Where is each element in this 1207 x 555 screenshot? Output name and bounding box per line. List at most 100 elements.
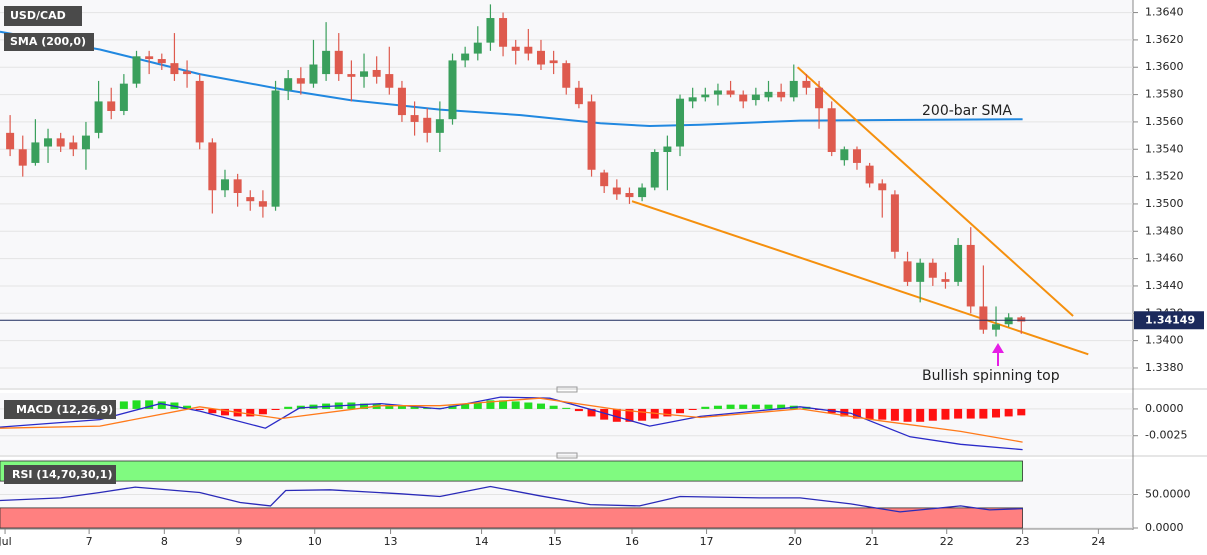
histogram-bar (600, 408, 609, 420)
candle-body (461, 53, 470, 61)
histogram-bar (360, 403, 369, 409)
histogram-bar (941, 408, 950, 420)
histogram-bar (726, 404, 735, 409)
histogram-bar (713, 405, 722, 409)
candle-body (676, 98, 685, 147)
histogram-bar (486, 400, 495, 409)
candle-body (713, 90, 722, 95)
resize-handle[interactable] (556, 452, 578, 459)
histogram-bar (157, 401, 166, 409)
candle-body (966, 244, 975, 307)
histogram-bar (410, 406, 419, 409)
y-tick-label: 1.3440 (1145, 279, 1184, 292)
histogram-bar (966, 408, 975, 419)
histogram-bar (448, 405, 457, 409)
y-tick-label: 1.3600 (1145, 60, 1184, 73)
histogram-bar (890, 408, 899, 421)
histogram-bar (271, 408, 280, 410)
histogram-bar (701, 406, 710, 409)
resize-handle[interactable] (556, 386, 578, 393)
histogram-bar (751, 404, 760, 409)
candle-body (903, 261, 912, 282)
macd-line (0, 396, 1023, 451)
y-tick-label: 1.3380 (1145, 361, 1184, 374)
x-tick-label: 20 (788, 535, 802, 548)
histogram-bar (587, 408, 596, 417)
y-tick-label: 0.0000 (1145, 521, 1184, 534)
annotation: 200-bar SMA (922, 103, 1012, 119)
candle-body (499, 18, 508, 47)
candle-body (751, 94, 760, 101)
candle-body (852, 149, 861, 163)
candle-body (94, 101, 103, 133)
candle-body (448, 60, 457, 120)
annotation: Bullish spinning top (922, 368, 1060, 384)
rsi-band (0, 507, 1023, 529)
candle-body (423, 117, 432, 133)
candle-body (44, 138, 53, 147)
candle-body (802, 80, 811, 88)
candle-body (928, 262, 937, 278)
x-tick-label: 7 (86, 535, 93, 548)
candle-body (334, 50, 343, 75)
price-panel (0, 0, 1133, 388)
y-tick-label: 1.3640 (1145, 6, 1184, 19)
histogram-bar (688, 408, 697, 410)
histogram-bar (676, 408, 685, 414)
candle-body (170, 63, 179, 75)
candle-body (954, 244, 963, 282)
last-price-label: 1.34149 (1145, 313, 1195, 326)
histogram-bar (195, 408, 204, 410)
candle-body (1004, 317, 1013, 325)
candle-body (815, 87, 824, 109)
candle-body (296, 78, 305, 84)
candle-body (183, 71, 192, 75)
candle-body (612, 187, 621, 195)
histogram-bar (865, 408, 874, 420)
candle-body (663, 146, 672, 152)
title-box (4, 6, 82, 26)
histogram-bar (536, 403, 545, 409)
histogram-bar (663, 408, 672, 417)
macd-line (0, 397, 1023, 443)
y-tick-label: 1.3400 (1145, 334, 1184, 347)
candle-body (18, 149, 27, 166)
histogram-bar (258, 408, 267, 415)
candle-body (992, 324, 1001, 330)
x-tick-label: 10 (308, 535, 322, 548)
candle-body (764, 91, 773, 98)
candle-body (739, 94, 748, 102)
candle-body (865, 165, 874, 184)
histogram-bar (208, 408, 217, 414)
last-price-box (1134, 311, 1204, 330)
candle-body (410, 115, 419, 122)
y-tick-label: 1.3540 (1145, 142, 1184, 155)
x-tick-label: 23 (1016, 535, 1030, 548)
x-tick-label: 14 (475, 535, 489, 548)
candle-body (688, 97, 697, 102)
candle-body (56, 138, 65, 147)
candle-body (145, 56, 154, 60)
histogram-bar (562, 407, 571, 409)
x-tick-label: 21 (865, 535, 879, 548)
histogram-bar (119, 401, 128, 409)
candle-body (397, 87, 406, 116)
rsi-line (0, 485, 1023, 513)
histogram-bar (612, 408, 621, 422)
histogram-bar (511, 401, 520, 409)
candle-body (840, 149, 849, 161)
candle-body (625, 193, 634, 198)
y-tick-label: 1.3580 (1145, 88, 1184, 101)
candle-body (271, 90, 280, 207)
candle-body (157, 59, 166, 64)
trend-line (796, 66, 1074, 317)
histogram-bar (461, 403, 470, 409)
candle-body (916, 262, 925, 282)
histogram-bar (524, 402, 533, 409)
candle-body (549, 60, 558, 64)
histogram-bar (928, 408, 937, 421)
candle-body (562, 63, 571, 88)
y-tick-label: -0.0025 (1145, 429, 1187, 442)
candle-body (890, 194, 899, 252)
candle-body (6, 132, 15, 150)
